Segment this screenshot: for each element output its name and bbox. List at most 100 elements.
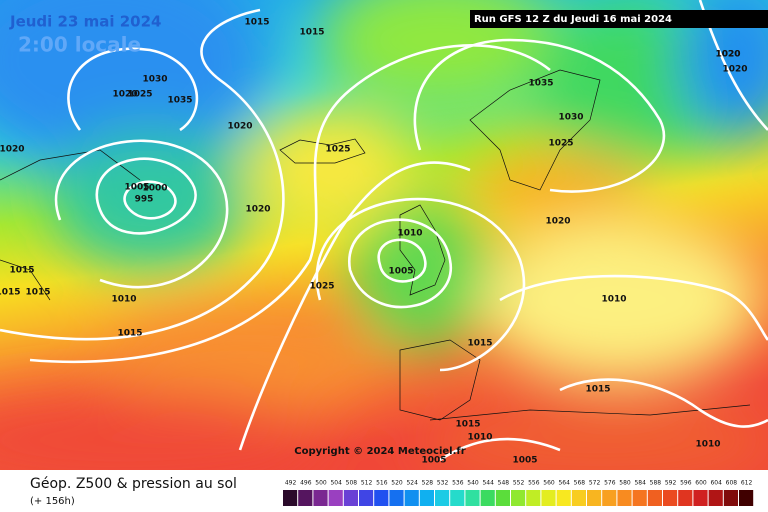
scale-label: 544 <box>482 480 494 487</box>
scale-swatch <box>541 490 556 506</box>
forecast-time: 2:00 locale <box>18 33 141 57</box>
scale-label: 516 <box>376 480 388 487</box>
isobar-label: 1020 <box>245 205 270 215</box>
scale-label: 532 <box>437 480 449 487</box>
scale-label: 564 <box>558 480 570 487</box>
scale-swatch <box>313 490 328 506</box>
scale-swatch <box>723 490 738 506</box>
scale-swatch <box>617 490 632 506</box>
isobar-label: 1025 <box>127 90 152 100</box>
isobar-label: 995 <box>135 195 154 205</box>
isobar-label: 1025 <box>325 145 350 155</box>
scale-swatch <box>526 490 541 506</box>
isobar-label: 1025 <box>309 282 334 292</box>
scale-swatch <box>571 490 586 506</box>
scale-label: 576 <box>604 480 616 487</box>
color-scale: 492 496 500 504 508 512 516 520 524 528 532 536 540 5… <box>283 480 754 506</box>
isobar-label: 1010 <box>601 295 626 305</box>
isobar-label: 1020 <box>715 50 740 60</box>
scale-swatch <box>435 490 450 506</box>
scale-swatch <box>632 490 647 506</box>
isobar-label: 1000 <box>142 184 167 194</box>
copyright: Copyright © 2024 Meteociel.fr <box>294 446 465 457</box>
scale-swatch <box>450 490 465 506</box>
isobar-label: 1015 <box>117 329 142 339</box>
scale-swatch <box>328 490 343 506</box>
scale-swatch <box>556 490 571 506</box>
scale-label: 500 <box>315 480 327 487</box>
isobar-label: 1005 <box>512 456 537 466</box>
isobar-label: 1015 <box>25 288 50 298</box>
isobar-label: 1020 <box>722 65 747 75</box>
isobar-label: 1020 <box>545 217 570 227</box>
isobar-label: 1035 <box>528 79 553 89</box>
scale-label: 572 <box>589 480 601 487</box>
field <box>0 0 768 490</box>
scale-swatch <box>389 490 404 506</box>
isobar-label: 1020 <box>715 50 740 60</box>
scale-swatch <box>678 490 693 506</box>
scale-label: 604 <box>710 480 722 487</box>
isobar-label: 1030 <box>558 113 583 123</box>
scale-swatch <box>480 490 495 506</box>
scale-swatch <box>419 490 434 506</box>
scale-label: 584 <box>634 480 646 487</box>
isobar-label: 1010 <box>467 433 492 443</box>
scale-swatch <box>404 490 419 506</box>
scale-swatch <box>647 490 662 506</box>
scale-swatch <box>693 490 708 506</box>
scale-label: 592 <box>665 480 677 487</box>
isobar-label: 1015 <box>455 420 480 430</box>
scale-label: 528 <box>422 480 434 487</box>
scale-swatch <box>511 490 526 506</box>
scale-swatch <box>465 490 480 506</box>
scale-label: 492 <box>285 480 297 487</box>
isobar-label: 1015 <box>585 385 610 395</box>
isobar-label: 1015 <box>299 28 324 38</box>
scale-label: 556 <box>528 480 540 487</box>
scale-swatch <box>663 490 678 506</box>
scale-label: 612 <box>741 480 753 487</box>
scale-label: 588 <box>650 480 662 487</box>
scale-label: 508 <box>346 480 358 487</box>
isobar-label: 1025 <box>548 139 573 149</box>
scale-label: 540 <box>467 480 479 487</box>
scale-label: 596 <box>680 480 692 487</box>
forecast-date: Jeudi 23 mai 2024 <box>9 13 162 31</box>
isobar-lines <box>0 0 768 460</box>
scale-swatch <box>587 490 602 506</box>
isobar-label: 1015 <box>9 266 34 276</box>
scale-swatch <box>298 490 313 506</box>
footer-title: Géop. Z500 & pression au sol <box>30 476 237 492</box>
scale-swatch <box>602 490 617 506</box>
isobar-label: 1005 <box>388 267 413 277</box>
scale-swatch <box>739 490 754 506</box>
isobar-label: 1035 <box>167 96 192 106</box>
isobar-label: 1020 <box>0 145 25 155</box>
scale-swatch <box>495 490 510 506</box>
run-banner <box>470 10 768 28</box>
isobar-labels: 1015101510301020102510351020102010051000… <box>0 18 748 466</box>
scale-swatch <box>374 490 389 506</box>
isobar-label: 1015 <box>0 288 21 298</box>
scale-label: 568 <box>574 480 586 487</box>
isobar-label: 1030 <box>142 75 167 85</box>
isobar-label: 1015 <box>467 339 492 349</box>
scale-label: 552 <box>513 480 525 487</box>
scale-label: 608 <box>726 480 738 487</box>
isobar-label: 1015 <box>244 18 269 28</box>
scale-swatch <box>708 490 723 506</box>
scale-label: 520 <box>391 480 403 487</box>
isobar-label: 1005 <box>124 183 149 193</box>
isobar-label: 1005 <box>421 456 446 466</box>
isobar-label: 1020 <box>112 90 137 100</box>
scale-label: 548 <box>498 480 510 487</box>
scale-label: 524 <box>406 480 418 487</box>
scale-label: 580 <box>619 480 631 487</box>
scale-swatch <box>283 490 298 506</box>
isobar-label: 1010 <box>111 295 136 305</box>
scale-label: 512 <box>361 480 373 487</box>
scale-swatch <box>359 490 374 506</box>
scale-label: 496 <box>300 480 312 487</box>
